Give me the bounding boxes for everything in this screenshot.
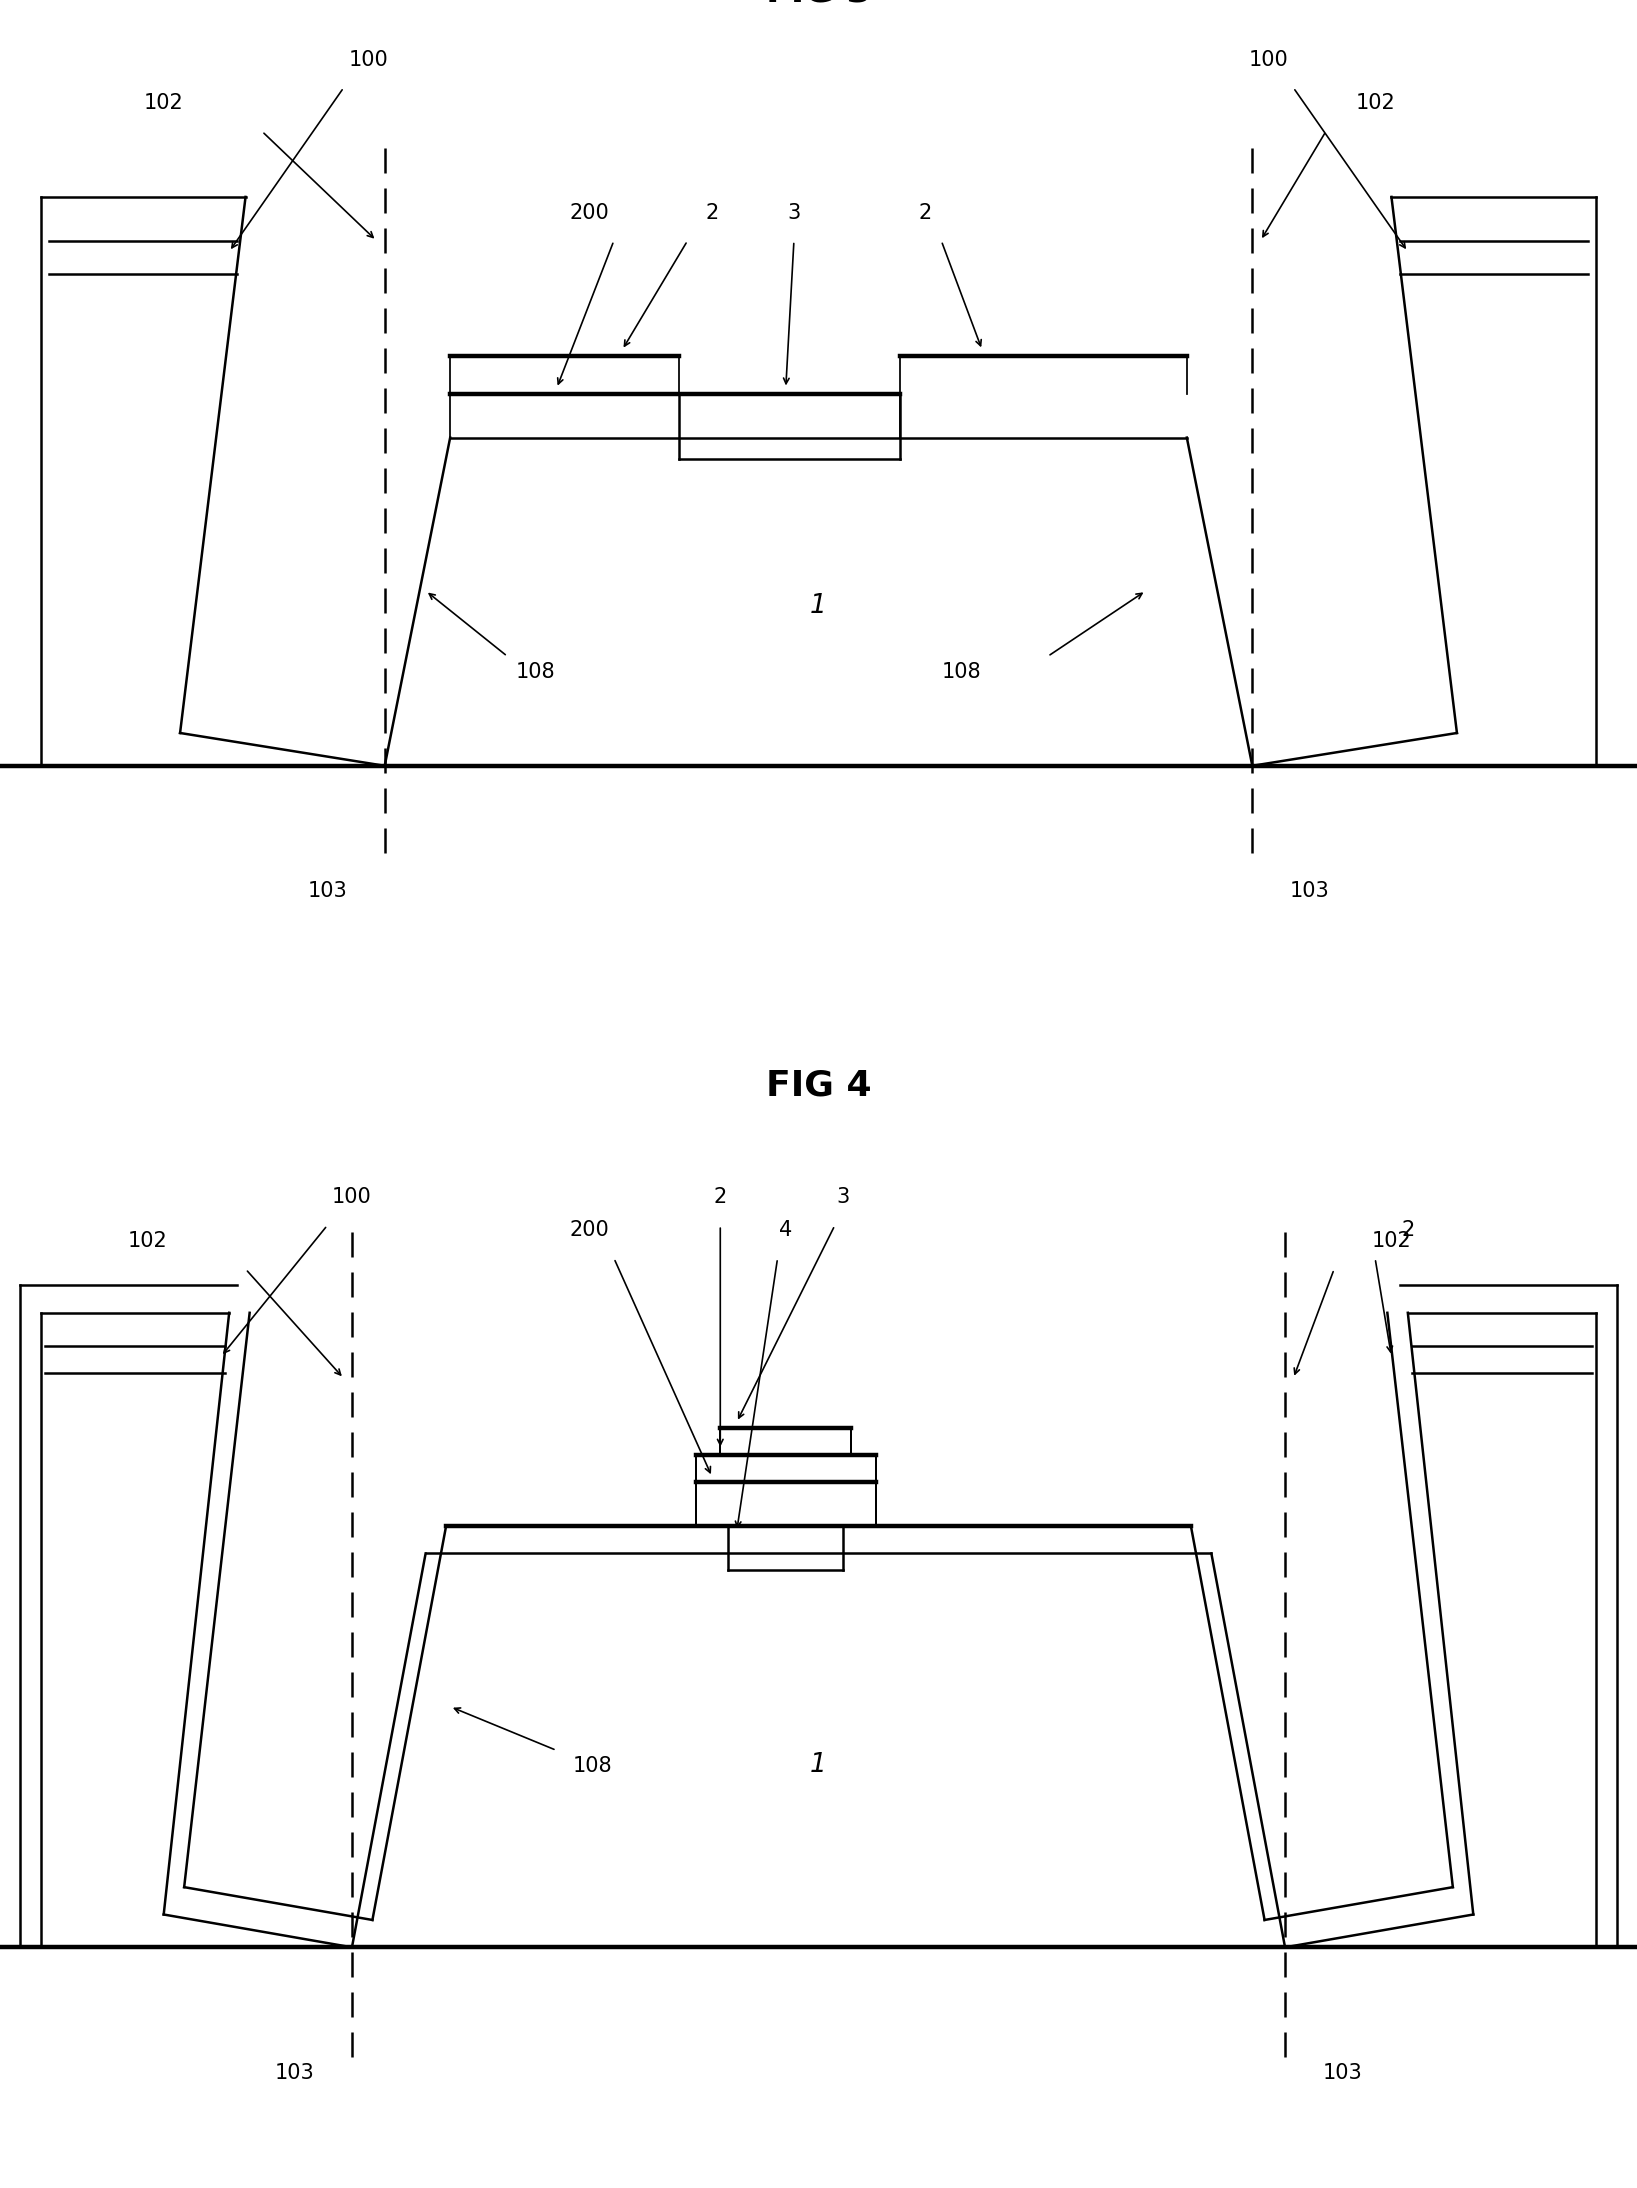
Text: 103: 103 bbox=[1323, 2063, 1362, 2083]
Text: 1: 1 bbox=[810, 593, 827, 619]
Text: 102: 102 bbox=[1372, 1232, 1411, 1252]
Text: 103: 103 bbox=[275, 2063, 314, 2083]
Text: 200: 200 bbox=[570, 1221, 609, 1241]
Text: 3: 3 bbox=[837, 1188, 850, 1208]
Title: FIG 3: FIG 3 bbox=[766, 0, 871, 9]
Text: 108: 108 bbox=[516, 663, 555, 683]
Text: 108: 108 bbox=[941, 663, 981, 683]
Text: 102: 102 bbox=[1355, 94, 1395, 114]
Text: 1: 1 bbox=[810, 1753, 827, 1779]
Title: FIG 4: FIG 4 bbox=[766, 1068, 871, 1103]
Text: 200: 200 bbox=[570, 203, 609, 223]
Text: 108: 108 bbox=[573, 1757, 612, 1777]
Text: 102: 102 bbox=[128, 1232, 167, 1252]
Text: 2: 2 bbox=[714, 1188, 727, 1208]
Text: 2: 2 bbox=[706, 203, 719, 223]
Text: 2: 2 bbox=[918, 203, 931, 223]
Text: 103: 103 bbox=[308, 882, 347, 901]
Text: 103: 103 bbox=[1290, 882, 1329, 901]
Text: 100: 100 bbox=[332, 1188, 372, 1208]
Text: 102: 102 bbox=[144, 94, 183, 114]
Text: 100: 100 bbox=[349, 50, 388, 70]
Text: 100: 100 bbox=[1249, 50, 1288, 70]
Text: 3: 3 bbox=[787, 203, 800, 223]
Text: 2: 2 bbox=[1401, 1221, 1414, 1241]
Text: 4: 4 bbox=[779, 1221, 792, 1241]
